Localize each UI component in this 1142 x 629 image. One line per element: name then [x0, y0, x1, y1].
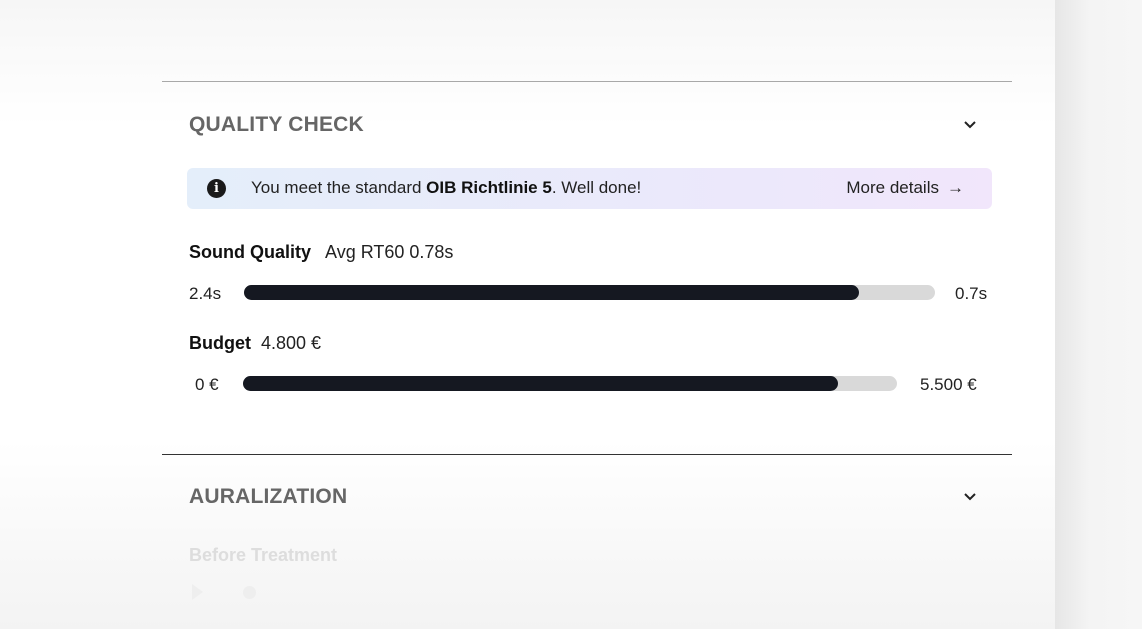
standard-banner: i You meet the standard OIB Richtlinie 5…	[187, 168, 992, 209]
banner-message: You meet the standard OIB Richtlinie 5. …	[251, 178, 641, 198]
budget-bar-fill	[243, 376, 839, 391]
section-title-quality-check: QUALITY CHECK	[189, 113, 364, 136]
chevron-down-icon[interactable]	[962, 117, 978, 133]
budget-label: Budget	[189, 333, 251, 353]
info-icon: i	[207, 179, 226, 198]
more-details-link[interactable]: More details →	[846, 178, 964, 198]
sound-quality-value: Avg RT60 0.78s	[325, 242, 454, 262]
standard-name: OIB Richtlinie 5	[426, 178, 552, 197]
budget-row: Budget 4.800 €	[189, 333, 321, 354]
side-panel: QUALITY CHECK i You meet the standard OI…	[0, 0, 1055, 629]
sound-quality-bar	[244, 285, 935, 300]
budget-bar	[243, 376, 897, 391]
banner-text-end: . Well done!	[551, 178, 642, 197]
budget-value: 4.800 €	[261, 333, 322, 353]
divider	[162, 81, 1012, 82]
chevron-down-icon[interactable]	[962, 489, 978, 505]
divider	[162, 454, 1012, 455]
before-treatment-label: Before Treatment	[189, 545, 338, 565]
budget-max: 5.500 €	[920, 375, 977, 394]
banner-text: You meet the standard	[251, 178, 427, 197]
play-icon[interactable]	[192, 584, 203, 600]
record-icon[interactable]	[243, 586, 256, 599]
sound-quality-min: 2.4s	[189, 284, 222, 303]
budget-min: 0 €	[195, 375, 219, 394]
sound-quality-max: 0.7s	[955, 284, 988, 303]
more-details-label: More details	[846, 178, 939, 197]
arrow-right-icon: →	[947, 178, 964, 197]
sound-quality-row: Sound Quality Avg RT60 0.78s	[189, 242, 453, 263]
section-title-auralization: AURALIZATION	[189, 485, 348, 508]
sound-quality-label: Sound Quality	[189, 242, 312, 262]
sound-quality-bar-fill	[244, 285, 859, 300]
background	[1055, 0, 1142, 629]
